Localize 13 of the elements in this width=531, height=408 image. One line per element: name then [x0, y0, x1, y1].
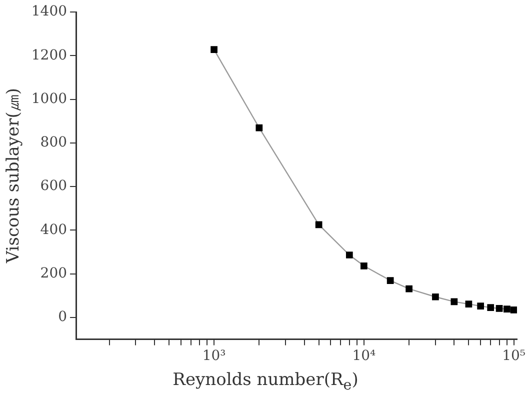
x-tick-label: 10⁵: [502, 348, 526, 364]
y-tick-label: 0: [58, 309, 68, 326]
y-tick-label: 1400: [31, 4, 68, 20]
y-tick-label: 1000: [31, 90, 68, 107]
y-tick-label: 1200: [31, 47, 68, 64]
y-tick-label: 200: [40, 265, 68, 282]
y-tick-label: 600: [40, 178, 68, 194]
x-axis-title: Reynolds number(R$_{e}$): [172, 370, 360, 394]
y-axis-title: Viscous sublayer(㎛): [4, 88, 24, 264]
y-tick-label: 800: [40, 134, 68, 151]
x-tick-label: 10⁴: [352, 348, 376, 364]
x-tick-label: 10³: [202, 348, 226, 364]
y-tick-label: 400: [40, 222, 68, 238]
